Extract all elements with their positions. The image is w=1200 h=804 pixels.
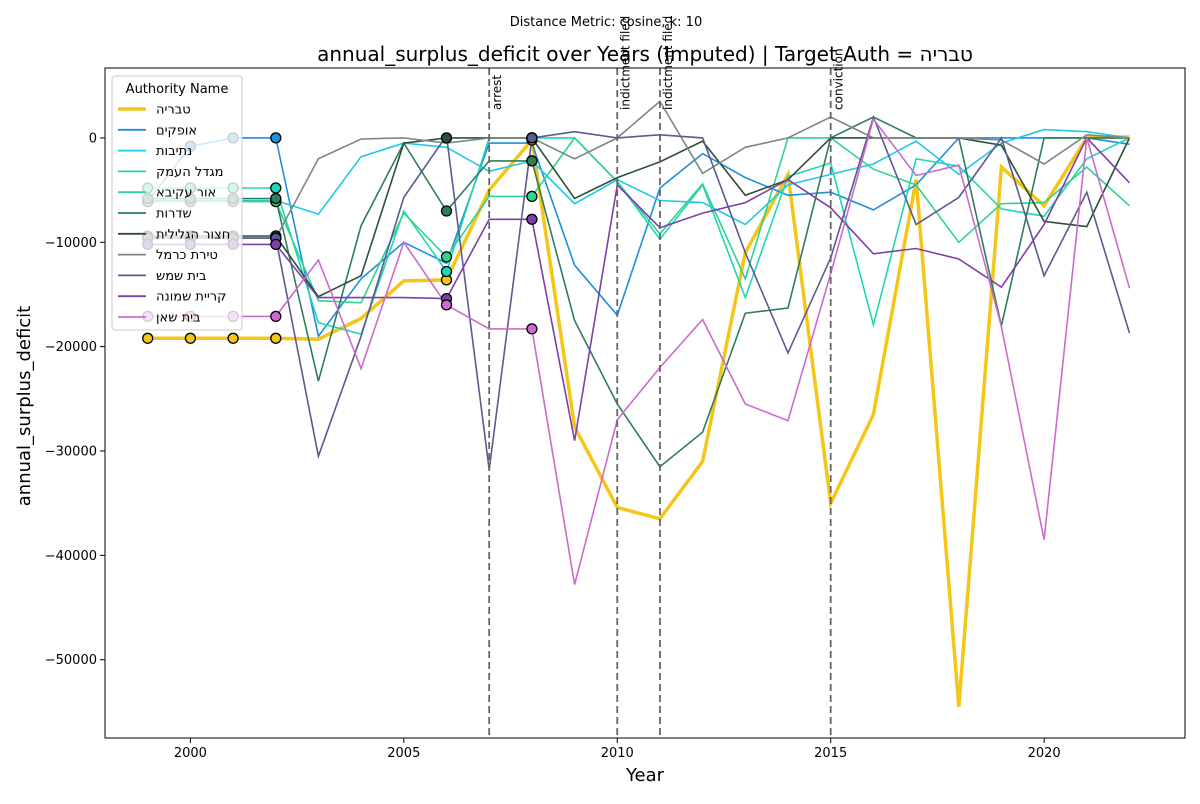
- imputed-point: [270, 182, 282, 194]
- imputed-point: [526, 190, 538, 203]
- y-axis-label: annual_surplus_deficit: [14, 306, 35, 506]
- plot-area: [105, 68, 1185, 738]
- imputed-point: [270, 192, 282, 205]
- imputed-point: [270, 238, 282, 251]
- series-line-0: [147, 135, 1130, 707]
- y-tick-label: −30000: [45, 445, 97, 460]
- legend: Authority Name טבריה אופקים נתיבות מגדל העמ…: [111, 75, 243, 331]
- y-tick-label: −40000: [45, 549, 97, 564]
- plot-frame: [104, 67, 1186, 739]
- imputed-point: [142, 332, 154, 344]
- imputed-point: [440, 265, 453, 278]
- y-tick-label: 0: [89, 131, 97, 146]
- events-layer: arrest indictment filed indictment filed co…: [488, 16, 846, 738]
- y-tick-label: −20000: [45, 340, 97, 355]
- legend-label: בית שמש: [156, 269, 206, 284]
- chart-title: annual_surplus_deficit over Years (Imput…: [317, 42, 973, 66]
- chart-suptitle: Distance Metric: cosine, k: 10: [510, 15, 702, 30]
- x-ticks: 2000 2005 2010 2015 2020: [174, 738, 1061, 761]
- legend-box: [111, 75, 243, 331]
- imputed-point: [270, 132, 282, 144]
- series-line-3: [147, 137, 1130, 336]
- event-label: conviction: [832, 48, 846, 110]
- imputed-point: [440, 251, 453, 263]
- legend-label: חצור הגלילית: [156, 227, 230, 242]
- legend-label: קריית שמונה: [156, 290, 226, 305]
- event-label: indictment filed: [661, 16, 675, 110]
- lines-layer: [147, 100, 1131, 707]
- x-tick-label: 2000: [174, 746, 207, 761]
- series-line-10: [147, 117, 1131, 585]
- legend-label: טירת כרמל: [156, 248, 218, 263]
- imputed-point: [526, 213, 538, 225]
- legend-label: בית שאן: [156, 311, 201, 326]
- x-tick-label: 2010: [601, 746, 634, 761]
- legend-label: טבריה: [156, 103, 191, 118]
- series-line-8: [147, 114, 1131, 470]
- imputed-point: [440, 205, 453, 217]
- series-line-4: [147, 136, 1131, 304]
- legend-items: טבריה אופקים נתיבות מגדל העמק אור עקיבא שדרות…: [118, 103, 230, 326]
- series-line-7: [147, 100, 1130, 239]
- imputed-point: [270, 332, 282, 344]
- legend-label: אור עקיבא: [156, 186, 216, 201]
- imputed-point: [440, 132, 453, 144]
- y-ticks: −50000 −40000 −30000 −20000 −10000 0: [45, 131, 105, 668]
- series-line-6: [147, 137, 1131, 298]
- legend-label: אופקים: [156, 123, 197, 138]
- legend-title: Authority Name: [126, 82, 229, 97]
- imputed-point: [227, 332, 239, 344]
- x-tick-label: 2020: [1028, 746, 1061, 761]
- imputed-point: [440, 299, 453, 311]
- x-tick-label: 2005: [387, 746, 420, 761]
- y-tick-label: −50000: [45, 653, 97, 668]
- event-label: arrest: [490, 75, 504, 110]
- event-label: indictment filed: [618, 16, 632, 110]
- x-axis-label: Year: [625, 765, 665, 786]
- series-line-9: [147, 136, 1131, 441]
- imputed-point: [526, 132, 538, 144]
- x-tick-label: 2015: [814, 746, 847, 761]
- imputed-point: [526, 155, 538, 167]
- legend-label: נתיבות: [156, 144, 192, 159]
- imputed-point: [526, 323, 538, 335]
- y-tick-label: −10000: [45, 236, 97, 251]
- series-line-5: [147, 116, 1130, 468]
- legend-label: מגדל העמק: [156, 165, 224, 180]
- imputed-point: [270, 310, 282, 323]
- legend-label: שדרות: [156, 207, 192, 222]
- imputed-point: [184, 332, 197, 344]
